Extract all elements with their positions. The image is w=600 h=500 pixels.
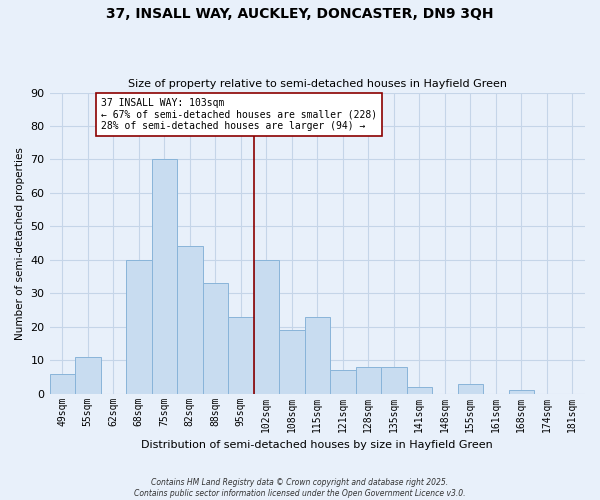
Bar bbox=[50, 374, 75, 394]
Bar bbox=[228, 316, 254, 394]
Bar bbox=[75, 357, 101, 394]
Bar bbox=[330, 370, 356, 394]
Bar bbox=[509, 390, 534, 394]
Bar bbox=[254, 260, 279, 394]
X-axis label: Distribution of semi-detached houses by size in Hayfield Green: Distribution of semi-detached houses by … bbox=[142, 440, 493, 450]
Y-axis label: Number of semi-detached properties: Number of semi-detached properties bbox=[15, 146, 25, 340]
Bar bbox=[126, 260, 152, 394]
Bar bbox=[177, 246, 203, 394]
Bar bbox=[458, 384, 483, 394]
Text: 37 INSALL WAY: 103sqm
← 67% of semi-detached houses are smaller (228)
28% of sem: 37 INSALL WAY: 103sqm ← 67% of semi-deta… bbox=[101, 98, 377, 131]
Title: Size of property relative to semi-detached houses in Hayfield Green: Size of property relative to semi-detach… bbox=[128, 79, 507, 89]
Bar bbox=[356, 367, 381, 394]
Bar bbox=[152, 160, 177, 394]
Text: 37, INSALL WAY, AUCKLEY, DONCASTER, DN9 3QH: 37, INSALL WAY, AUCKLEY, DONCASTER, DN9 … bbox=[106, 8, 494, 22]
Bar bbox=[381, 367, 407, 394]
Bar bbox=[279, 330, 305, 394]
Bar bbox=[407, 387, 432, 394]
Text: Contains HM Land Registry data © Crown copyright and database right 2025.
Contai: Contains HM Land Registry data © Crown c… bbox=[134, 478, 466, 498]
Bar bbox=[305, 316, 330, 394]
Bar bbox=[203, 283, 228, 394]
